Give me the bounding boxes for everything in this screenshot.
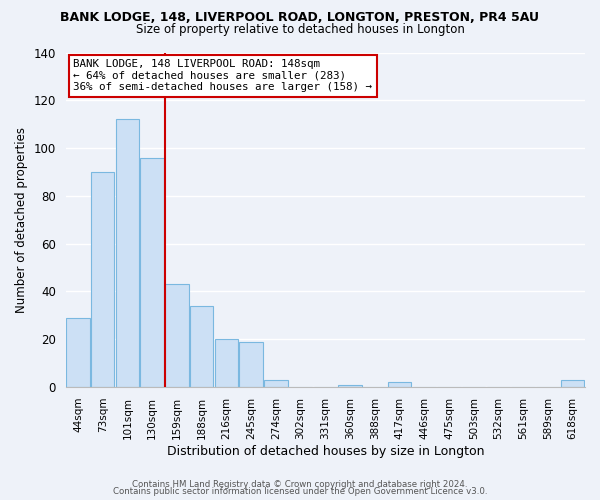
- X-axis label: Distribution of detached houses by size in Longton: Distribution of detached houses by size …: [167, 444, 484, 458]
- Text: Contains HM Land Registry data © Crown copyright and database right 2024.: Contains HM Land Registry data © Crown c…: [132, 480, 468, 489]
- Bar: [215, 340, 238, 387]
- Bar: [561, 380, 584, 387]
- Bar: [264, 380, 287, 387]
- Text: Contains public sector information licensed under the Open Government Licence v3: Contains public sector information licen…: [113, 487, 487, 496]
- Text: BANK LODGE, 148, LIVERPOOL ROAD, LONGTON, PRESTON, PR4 5AU: BANK LODGE, 148, LIVERPOOL ROAD, LONGTON…: [61, 11, 539, 24]
- Bar: [165, 284, 188, 387]
- Bar: [338, 384, 362, 387]
- Text: BANK LODGE, 148 LIVERPOOL ROAD: 148sqm
← 64% of detached houses are smaller (283: BANK LODGE, 148 LIVERPOOL ROAD: 148sqm ←…: [73, 59, 373, 92]
- Bar: [66, 318, 90, 387]
- Bar: [116, 120, 139, 387]
- Bar: [190, 306, 214, 387]
- Y-axis label: Number of detached properties: Number of detached properties: [15, 127, 28, 313]
- Text: Size of property relative to detached houses in Longton: Size of property relative to detached ho…: [136, 22, 464, 36]
- Bar: [91, 172, 115, 387]
- Bar: [239, 342, 263, 387]
- Bar: [140, 158, 164, 387]
- Bar: [388, 382, 411, 387]
